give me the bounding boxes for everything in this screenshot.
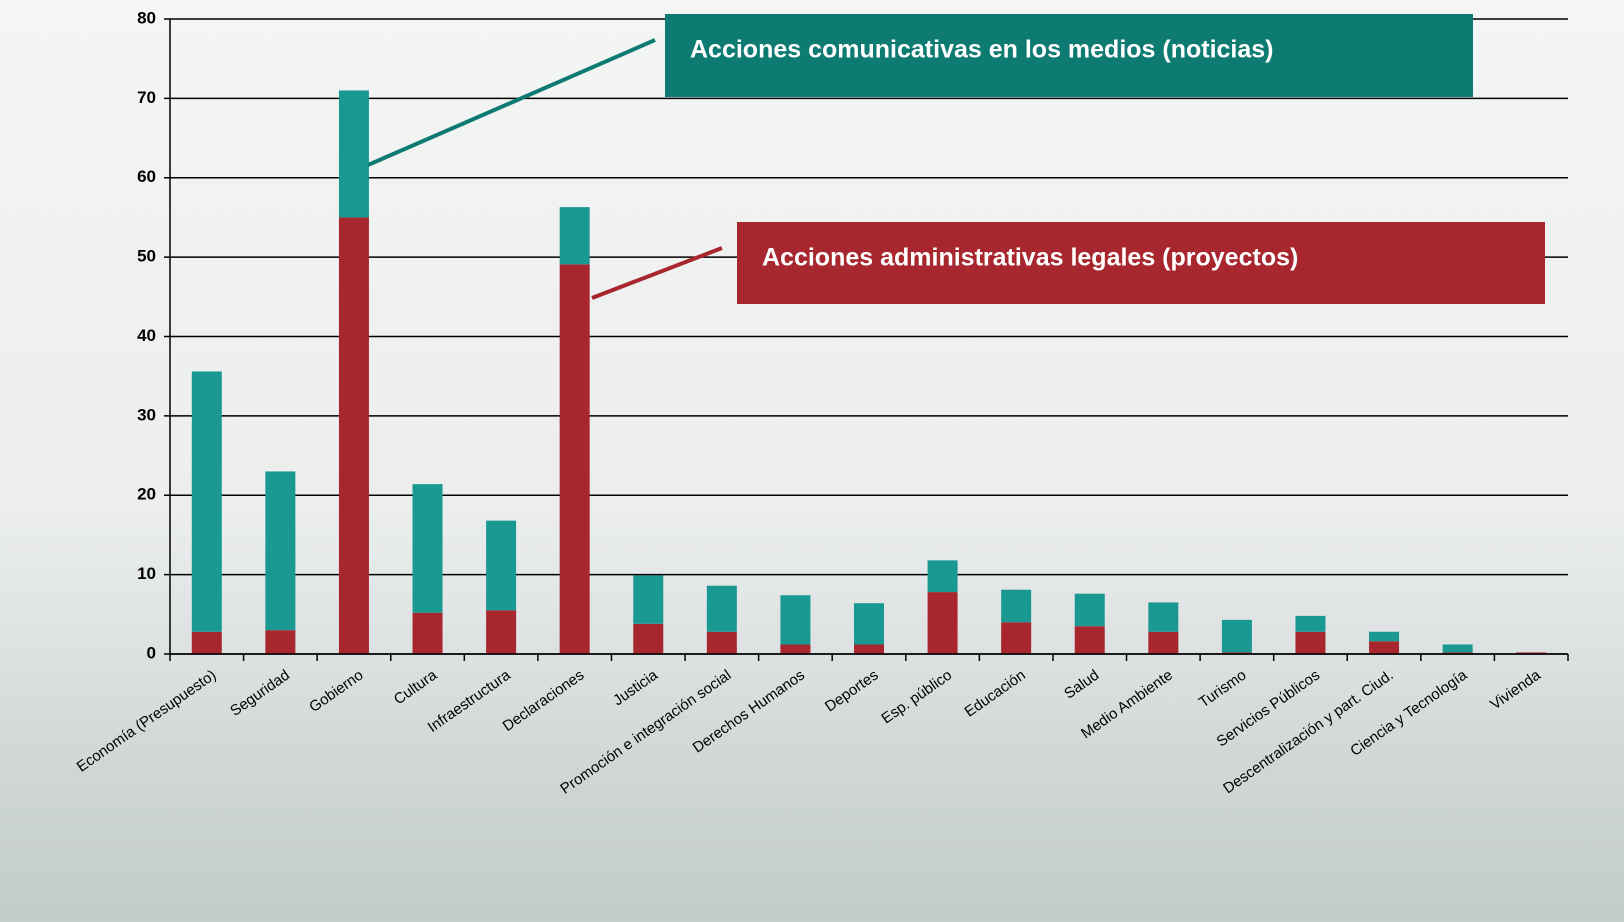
bar-segment xyxy=(1074,626,1105,654)
bar-segment xyxy=(1369,641,1400,654)
bar-segment xyxy=(780,644,811,654)
x-label-group: Deportes xyxy=(822,667,882,716)
bar-segment xyxy=(633,623,664,654)
x-label-group: Seguridad xyxy=(227,667,293,720)
bar-segment xyxy=(191,631,222,654)
bar-segment xyxy=(927,592,958,654)
bar-segment xyxy=(1369,631,1400,642)
x-label-group: Turismo xyxy=(1196,667,1250,712)
legend-box xyxy=(737,222,1545,304)
bar-segment xyxy=(1074,593,1105,627)
bar-segment xyxy=(265,471,296,631)
bar-segment xyxy=(1442,644,1473,653)
bar-segment xyxy=(1295,615,1326,632)
bar-segment xyxy=(1148,602,1179,632)
x-tick-label: Gobierno xyxy=(306,667,366,716)
bar-segment xyxy=(191,371,222,632)
x-label-group: Salud xyxy=(1061,667,1102,703)
bar-segment xyxy=(854,644,884,654)
legend-box xyxy=(665,14,1473,97)
x-tick-label: Seguridad xyxy=(227,667,293,720)
bar-segment xyxy=(1001,622,1032,654)
bar-segment xyxy=(854,603,884,645)
x-label-group: Economía (Presupuesto) xyxy=(74,667,220,776)
x-tick-label: Infraestructura xyxy=(425,666,515,736)
bar-segment xyxy=(780,595,811,645)
x-label-group: Justicia xyxy=(610,666,661,709)
y-tick-label: 40 xyxy=(137,326,156,345)
legend-label: Acciones comunicativas en los medios (no… xyxy=(690,36,1274,64)
x-label-group: Esp. público xyxy=(878,667,955,728)
x-tick-label: Justicia xyxy=(610,666,661,709)
bar-segment xyxy=(486,520,517,611)
y-tick-label: 60 xyxy=(137,167,156,186)
bar-segment xyxy=(1516,652,1547,654)
x-tick-label: Economía (Presupuesto) xyxy=(74,667,220,776)
bar-segment xyxy=(559,264,590,654)
y-tick-label: 30 xyxy=(137,405,156,424)
x-tick-label: Turismo xyxy=(1196,667,1250,712)
bar-segment xyxy=(1221,652,1252,654)
bar-segment xyxy=(706,585,737,632)
bar-segment xyxy=(338,217,369,654)
bar-segment xyxy=(338,90,369,218)
legend-leader xyxy=(367,38,656,167)
bar-segment xyxy=(1295,631,1326,654)
y-tick-label: 80 xyxy=(137,8,156,27)
y-tick-label: 50 xyxy=(137,247,156,266)
x-label-group: Declaraciones xyxy=(500,667,588,735)
bar-segment xyxy=(1148,631,1179,654)
x-tick-label: Declaraciones xyxy=(500,667,588,735)
y-tick-label: 0 xyxy=(147,643,156,662)
bar-segment xyxy=(1221,619,1252,653)
x-label-group: Gobierno xyxy=(306,667,366,716)
bar-segment xyxy=(927,560,958,593)
x-tick-label: Cultura xyxy=(391,666,441,708)
legend-label: Acciones administrativas legales (proyec… xyxy=(762,244,1298,272)
bar-segment xyxy=(1001,589,1032,623)
bar-segment xyxy=(706,631,737,654)
bar-segment xyxy=(412,612,443,654)
y-tick-label: 20 xyxy=(137,485,156,504)
x-tick-label: Esp. público xyxy=(878,667,955,728)
bar-segment xyxy=(486,610,517,654)
bar-segment xyxy=(559,207,590,265)
legend-leader xyxy=(591,246,723,300)
x-label-group: Infraestructura xyxy=(425,666,515,736)
x-label-group: Cultura xyxy=(391,666,441,708)
bar-segment xyxy=(412,484,443,613)
y-tick-label: 10 xyxy=(137,564,156,583)
x-label-group: Vivienda xyxy=(1487,666,1544,713)
x-tick-label: Salud xyxy=(1061,667,1102,703)
x-label-group: Educación xyxy=(962,667,1029,721)
x-tick-label: Vivienda xyxy=(1487,666,1544,713)
bar-segment xyxy=(265,630,296,654)
bar-segment xyxy=(1442,652,1473,654)
x-tick-label: Educación xyxy=(962,667,1029,721)
bar-segment xyxy=(633,575,664,624)
x-tick-label: Deportes xyxy=(822,667,882,716)
y-tick-label: 70 xyxy=(137,88,156,107)
